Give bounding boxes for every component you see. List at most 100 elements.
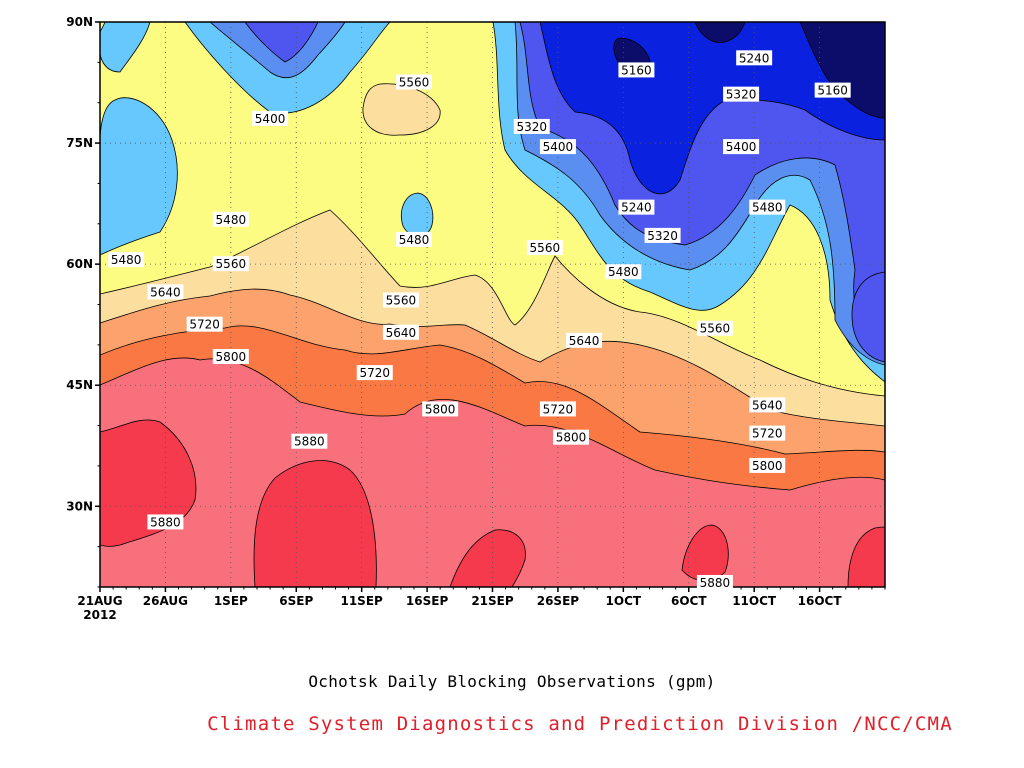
- svg-text:5560: 5560: [530, 241, 561, 255]
- svg-text:5240: 5240: [621, 201, 652, 215]
- svg-text:5720: 5720: [543, 402, 574, 416]
- x-tick-label: 6SEP: [279, 594, 313, 608]
- svg-text:5640: 5640: [752, 398, 783, 412]
- plot-area: [100, 22, 885, 587]
- svg-text:5400: 5400: [726, 140, 757, 154]
- svg-text:5560: 5560: [399, 76, 430, 90]
- svg-text:5880: 5880: [294, 435, 325, 449]
- contour-label: 5880: [291, 433, 328, 449]
- x-tick-label: 11OCT: [732, 594, 777, 608]
- contour-label: 5560: [696, 320, 733, 336]
- svg-text:5720: 5720: [189, 318, 220, 332]
- contour-label: 5400: [252, 110, 289, 126]
- contour-label: 5400: [539, 139, 576, 155]
- svg-text:5480: 5480: [216, 213, 247, 227]
- y-axis: 30N 45N 60N 75N 90N: [66, 15, 100, 588]
- svg-text:5400: 5400: [255, 112, 286, 126]
- x-tick-label: 1SEP: [214, 594, 248, 608]
- contour-label: 5800: [749, 457, 786, 473]
- contour-label: 5720: [539, 401, 576, 417]
- contour-label: 5480: [212, 211, 249, 227]
- y-tick-label: 75N: [66, 136, 93, 150]
- svg-text:5880: 5880: [700, 576, 731, 590]
- svg-text:5560: 5560: [386, 293, 417, 307]
- svg-text:5160: 5160: [621, 63, 652, 77]
- contour-label: 5880: [696, 574, 733, 590]
- contour-label: 5800: [422, 401, 459, 417]
- contour-label: 5800: [212, 348, 249, 364]
- contour-label: 5640: [147, 284, 184, 300]
- x-tick-label: 16OCT: [798, 594, 843, 608]
- credit-line: Climate System Diagnostics and Predictio…: [207, 713, 953, 735]
- band-above-5880-c: [449, 529, 526, 587]
- svg-text:5640: 5640: [569, 334, 600, 348]
- x-tick-label: 1OCT: [606, 594, 642, 608]
- svg-text:5480: 5480: [111, 253, 142, 267]
- contour-label: 5720: [749, 425, 786, 441]
- contour-label: 5320: [644, 227, 681, 243]
- contour-label: 5480: [396, 231, 432, 247]
- svg-text:5560: 5560: [700, 322, 731, 336]
- contour-label: 5240: [618, 199, 655, 215]
- svg-text:5720: 5720: [752, 427, 783, 441]
- contour-label: 5160: [618, 62, 655, 78]
- svg-text:5240: 5240: [739, 51, 770, 65]
- y-tick-label: 30N: [66, 499, 93, 513]
- contour-label: 5400: [723, 139, 760, 155]
- svg-text:5800: 5800: [556, 431, 587, 445]
- svg-text:5880: 5880: [150, 515, 181, 529]
- band-above-5880-b: [253, 460, 377, 587]
- svg-text:5800: 5800: [216, 350, 247, 364]
- contour-label: 5480: [108, 252, 145, 268]
- svg-text:5800: 5800: [425, 402, 456, 416]
- svg-text:5480: 5480: [752, 201, 783, 215]
- contour-label: 5160: [814, 82, 851, 98]
- contour-label: 5800: [553, 429, 589, 445]
- contour-labels: 5160 5160 5240 5240 5320 5320 5320 5400 5400 5400…: [108, 50, 851, 590]
- svg-text:5640: 5640: [386, 326, 417, 340]
- svg-text:5320: 5320: [726, 88, 757, 102]
- x-tick-label: 6OCT: [671, 594, 707, 608]
- x-tick-label: 26AUG: [143, 594, 188, 608]
- contour-label: 5880: [147, 514, 184, 530]
- svg-text:5560: 5560: [216, 257, 247, 271]
- chart-title: Ochotsk Daily Blocking Observations (gpm…: [308, 672, 716, 691]
- y-tick-label: 90N: [66, 15, 93, 29]
- svg-text:5400: 5400: [543, 140, 574, 154]
- contour-label: 5720: [186, 316, 223, 332]
- x-tick-label: 21SEP: [471, 594, 514, 608]
- x-tick-label: 16SEP: [406, 594, 449, 608]
- y-tick-label: 45N: [66, 378, 93, 392]
- contour-label: 5480: [605, 264, 642, 280]
- contour-label: 5640: [566, 332, 603, 348]
- x-tick-label: 21AUG: [77, 594, 122, 608]
- x-tick-label: 11SEP: [340, 594, 383, 608]
- contour-label: 5240: [736, 50, 773, 66]
- band-5320-5400-se: [851, 271, 885, 363]
- contour-label: 5480: [749, 199, 786, 215]
- svg-text:5320: 5320: [647, 229, 678, 243]
- svg-text:5800: 5800: [752, 459, 783, 473]
- svg-text:5480: 5480: [399, 233, 430, 247]
- contour-label: 5560: [212, 256, 249, 272]
- contour-label: 5640: [382, 324, 419, 340]
- band-below-5160-top: [694, 22, 746, 43]
- svg-text:5720: 5720: [359, 366, 390, 380]
- contour-label: 5640: [749, 397, 786, 413]
- contour-label: 5560: [526, 240, 563, 255]
- contour-label: 5320: [723, 86, 760, 102]
- y-tick-label: 60N: [66, 257, 93, 271]
- band-5560-5640-island: [362, 83, 441, 136]
- svg-text:5320: 5320: [516, 120, 547, 134]
- contour-label: 5320: [513, 118, 550, 134]
- band-5240-5320: [244, 22, 319, 63]
- band-5400-5480: [100, 22, 151, 73]
- contour-label: 5720: [356, 365, 393, 381]
- contour-label: 5560: [396, 74, 432, 90]
- svg-text:5640: 5640: [150, 285, 181, 299]
- x-axis: 21AUG 26AUG 1SEP 6SEP 11SEP 16SEP 21SEP 26SEP 1O…: [77, 587, 886, 608]
- x-axis-year-label: 2012: [83, 608, 116, 622]
- contour-label: 5560: [382, 292, 419, 308]
- x-tick-label: 26SEP: [537, 594, 580, 608]
